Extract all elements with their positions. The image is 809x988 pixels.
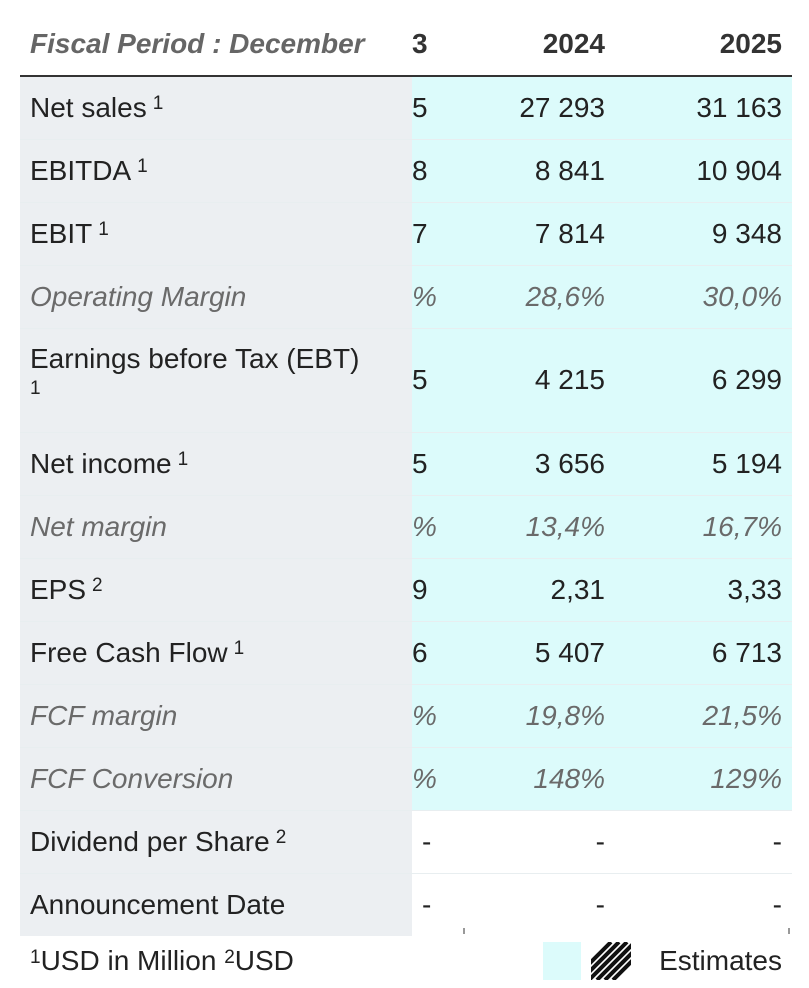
row-label: Announcement Date	[30, 889, 286, 920]
row-value-2024: 19,8%	[525, 700, 605, 731]
row-value-partial: 5	[412, 364, 428, 395]
row-value-2025: 9 348	[711, 218, 782, 249]
row-value-2024: 13,4%	[525, 511, 605, 542]
row-value-2024: 3 656	[534, 448, 605, 479]
row-value-partial: %	[412, 763, 437, 794]
row-value-partial: 5	[412, 92, 428, 123]
table-row: FCF Conversion % 148% 129%	[20, 748, 792, 811]
table-row: Operating Margin % 28,6% 30,0%	[20, 266, 792, 329]
row-value-2025: 30,0%	[702, 281, 782, 312]
row-label: FCF Conversion	[30, 763, 234, 794]
row-value-2024: 148%	[533, 763, 605, 794]
table-row: Announcement Date - - -	[20, 874, 792, 936]
table-row: Dividend per Share 2 - - -	[20, 811, 792, 874]
row-label: Earnings before Tax (EBT) 1	[30, 343, 360, 399]
row-label: EPS 2	[30, 574, 103, 605]
table-row: Free Cash Flow 1 6 5 407 6 713	[20, 622, 792, 685]
row-value-partial: 8	[412, 155, 428, 186]
row-value-2025: 5 194	[711, 448, 782, 479]
row-value-partial: 5	[412, 448, 428, 479]
row-label: Net sales 1	[30, 92, 164, 123]
table-row: Net income 1 5 3 656 5 194	[20, 433, 792, 496]
row-value-2024: 7 814	[534, 218, 605, 249]
table-row: EPS 2 9 2,31 3,33	[20, 559, 792, 622]
table-row: Net margin % 13,4% 16,7%	[20, 496, 792, 559]
row-value-partial: -	[422, 826, 432, 857]
estimate-color-swatch	[543, 942, 581, 980]
table-header: Fiscal Period : December 3 2024 2025	[20, 0, 792, 77]
table-row: Earnings before Tax (EBT) 1 5 4 215 6 299	[20, 329, 792, 433]
table-row: EBIT 1 7 7 814 9 348	[20, 203, 792, 266]
row-value-2025: 129%	[710, 763, 782, 794]
row-label: FCF margin	[30, 700, 178, 731]
table-row: FCF margin % 19,8% 21,5%	[20, 685, 792, 748]
column-header-2024: 2024	[542, 28, 605, 59]
hatched-pattern-icon	[591, 942, 631, 980]
row-label: Free Cash Flow 1	[30, 637, 245, 668]
row-value-2025: 31 163	[696, 92, 782, 123]
row-value-2025: -	[772, 889, 782, 920]
units-note: 1USD in Million 2USD	[30, 945, 294, 976]
row-value-2024: -	[595, 826, 605, 857]
row-value-2024: 2,31	[550, 574, 606, 605]
row-value-2025: 6 713	[711, 637, 782, 668]
table-row: EBITDA 1 8 8 841 10 904	[20, 140, 792, 203]
row-value-2025: 3,33	[727, 574, 783, 605]
table-footer: 1USD in Million 2USD Estimates	[20, 928, 792, 988]
row-value-2024: 28,6%	[525, 281, 605, 312]
row-value-2025: 21,5%	[702, 700, 782, 731]
row-value-partial: 9	[412, 574, 428, 605]
row-label: Operating Margin	[30, 281, 247, 312]
row-value-partial: 7	[412, 218, 428, 249]
row-value-partial: %	[412, 700, 437, 731]
row-value-2024: 8 841	[534, 155, 605, 186]
fiscal-period-label: Fiscal Period : December	[30, 28, 365, 59]
row-value-2024: 27 293	[519, 92, 605, 123]
row-value-partial: 6	[412, 637, 428, 668]
financial-table: Fiscal Period : December 3 2024 2025 Net…	[20, 0, 792, 936]
row-value-2025: 6 299	[711, 364, 782, 395]
row-value-partial: %	[412, 281, 437, 312]
row-label: EBIT 1	[30, 218, 109, 249]
row-value-partial: -	[422, 889, 432, 920]
row-value-2025: 10 904	[696, 155, 782, 186]
divider-tick	[463, 928, 465, 934]
divider-tick	[788, 928, 790, 934]
row-label: Dividend per Share 2	[30, 826, 287, 857]
row-value-2024: -	[595, 889, 605, 920]
row-label: Net income 1	[30, 448, 189, 479]
row-label: Net margin	[30, 511, 167, 542]
table-row: Net sales 1 5 27 293 31 163	[20, 77, 792, 140]
row-label: EBITDA 1	[30, 155, 148, 186]
estimates-legend-label: Estimates	[659, 945, 782, 976]
row-value-2024: 4 215	[534, 364, 605, 395]
row-value-partial: %	[412, 511, 437, 542]
column-header-partial: 3	[412, 28, 428, 59]
column-header-2025: 2025	[719, 28, 782, 59]
row-value-2025: -	[772, 826, 782, 857]
row-value-2025: 16,7%	[702, 511, 782, 542]
row-value-2024: 5 407	[534, 637, 605, 668]
